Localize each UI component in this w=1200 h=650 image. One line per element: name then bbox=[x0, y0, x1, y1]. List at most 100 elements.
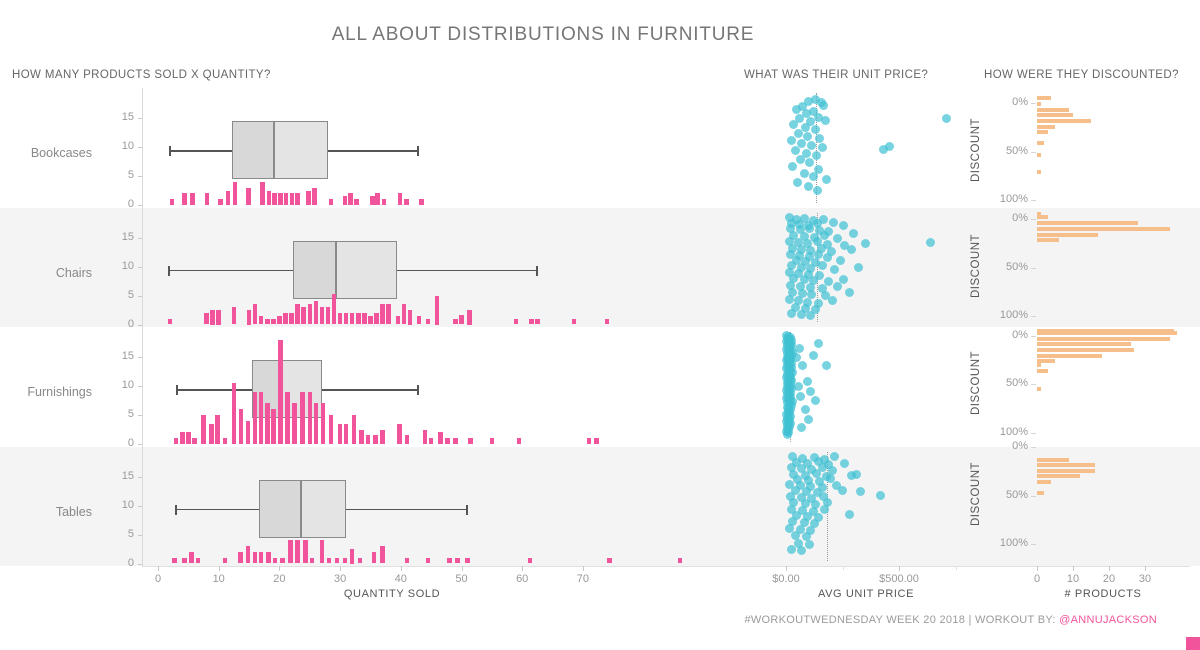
histogram-bar[interactable] bbox=[245, 420, 251, 444]
scatter-point[interactable] bbox=[796, 225, 806, 235]
scatter-point[interactable] bbox=[807, 140, 817, 150]
scatter-point[interactable] bbox=[791, 215, 801, 225]
scatter-point[interactable] bbox=[808, 216, 818, 226]
histogram-bar[interactable] bbox=[359, 429, 364, 444]
scatter-point[interactable] bbox=[806, 246, 816, 256]
histogram-bar[interactable] bbox=[303, 540, 308, 564]
histogram-bar[interactable] bbox=[380, 546, 385, 564]
scatter-point[interactable] bbox=[810, 125, 820, 135]
scatter-point[interactable] bbox=[788, 288, 798, 298]
histogram-bar[interactable] bbox=[238, 409, 244, 444]
discount-bar[interactable] bbox=[1037, 140, 1045, 145]
scatter-point[interactable] bbox=[795, 220, 805, 230]
scatter-point[interactable] bbox=[851, 469, 861, 479]
scatter-point[interactable] bbox=[808, 275, 818, 285]
histogram-bar[interactable] bbox=[319, 540, 325, 564]
histogram-bar[interactable] bbox=[607, 557, 612, 564]
histogram-bar[interactable] bbox=[362, 312, 367, 325]
histogram-bar[interactable] bbox=[357, 557, 363, 564]
histogram-bar[interactable] bbox=[260, 181, 265, 205]
scatter-point[interactable] bbox=[793, 237, 803, 247]
histogram-bar[interactable] bbox=[468, 438, 473, 444]
histogram-bar[interactable] bbox=[313, 301, 319, 325]
scatter-point[interactable] bbox=[797, 464, 807, 474]
scatter-point[interactable] bbox=[806, 481, 816, 491]
histogram-bar[interactable] bbox=[319, 307, 325, 325]
histogram-bar[interactable] bbox=[204, 193, 210, 205]
histogram-bar[interactable] bbox=[182, 557, 187, 564]
histogram-bar[interactable] bbox=[252, 304, 258, 325]
scatter-point[interactable] bbox=[844, 509, 854, 519]
scatter-point[interactable] bbox=[821, 291, 831, 301]
histogram-bar[interactable] bbox=[434, 295, 440, 325]
scatter-point[interactable] bbox=[786, 224, 796, 234]
box-plot-upper-quartile[interactable] bbox=[301, 479, 347, 538]
histogram-bar[interactable] bbox=[331, 294, 337, 325]
scatter-point[interactable] bbox=[790, 302, 800, 312]
histogram-bar[interactable] bbox=[252, 551, 258, 564]
scatter-point[interactable] bbox=[805, 224, 815, 234]
histogram-bar[interactable] bbox=[312, 187, 317, 205]
box-plot-upper-quartile[interactable] bbox=[273, 121, 328, 179]
histogram-bar[interactable] bbox=[428, 438, 434, 444]
histogram-bar[interactable] bbox=[373, 435, 378, 444]
scatter-point[interactable] bbox=[798, 505, 808, 515]
histogram-bar[interactable] bbox=[295, 304, 300, 325]
histogram-bar[interactable] bbox=[419, 199, 424, 205]
histogram-bar[interactable] bbox=[337, 312, 343, 325]
footer-author-handle[interactable]: @ANNUJACKSON bbox=[1059, 614, 1157, 626]
scatter-point[interactable] bbox=[784, 213, 794, 223]
scatter-point[interactable] bbox=[804, 475, 814, 485]
histogram-bar[interactable] bbox=[278, 339, 283, 444]
histogram-bar[interactable] bbox=[370, 196, 375, 205]
scatter-point[interactable] bbox=[816, 243, 826, 253]
discount-bar[interactable] bbox=[1037, 347, 1135, 352]
histogram-bar[interactable] bbox=[397, 423, 402, 444]
scatter-point[interactable] bbox=[787, 463, 797, 473]
histogram-bar[interactable] bbox=[231, 307, 237, 325]
discount-bar[interactable] bbox=[1037, 96, 1052, 100]
scatter-point[interactable] bbox=[823, 239, 833, 249]
histogram-bar[interactable] bbox=[288, 540, 293, 564]
histogram-bar[interactable] bbox=[677, 557, 683, 564]
histogram-bar[interactable] bbox=[258, 315, 264, 325]
box-plot-lower-quartile[interactable] bbox=[232, 121, 274, 179]
scatter-point[interactable] bbox=[788, 516, 798, 526]
scatter-point[interactable] bbox=[804, 96, 814, 106]
histogram-bar[interactable] bbox=[280, 557, 285, 564]
scatter-point[interactable] bbox=[802, 297, 812, 307]
scatter-point[interactable] bbox=[824, 227, 834, 237]
scatter-point[interactable] bbox=[810, 94, 820, 104]
scatter-point[interactable] bbox=[798, 361, 808, 371]
scatter-point[interactable] bbox=[801, 109, 811, 118]
histogram-bar[interactable] bbox=[349, 549, 355, 564]
scatter-point[interactable] bbox=[819, 455, 829, 465]
scatter-point[interactable] bbox=[802, 376, 812, 386]
discount-bar[interactable] bbox=[1037, 386, 1041, 391]
histogram-bar[interactable] bbox=[489, 438, 495, 444]
scatter-point[interactable] bbox=[787, 504, 797, 514]
histogram-bar[interactable] bbox=[371, 551, 377, 564]
histogram-bar[interactable] bbox=[272, 557, 278, 564]
scatter-point[interactable] bbox=[797, 244, 807, 254]
histogram-bar[interactable] bbox=[425, 557, 431, 564]
scatter-point[interactable] bbox=[824, 276, 834, 286]
histogram-bar[interactable] bbox=[356, 312, 361, 325]
scatter-point[interactable] bbox=[805, 539, 815, 549]
scatter-point[interactable] bbox=[786, 281, 796, 291]
histogram-bar[interactable] bbox=[375, 193, 380, 205]
discount-bar[interactable] bbox=[1037, 153, 1041, 158]
scatter-point[interactable] bbox=[822, 174, 832, 184]
histogram-bar[interactable] bbox=[289, 193, 295, 205]
discount-bar[interactable] bbox=[1037, 479, 1052, 484]
histogram-bar[interactable] bbox=[246, 310, 252, 325]
scatter-point[interactable] bbox=[787, 544, 797, 554]
histogram-bar[interactable] bbox=[594, 438, 599, 444]
scatter-point[interactable] bbox=[819, 504, 829, 514]
discount-bar[interactable] bbox=[1037, 473, 1081, 478]
histogram-bar[interactable] bbox=[180, 432, 185, 444]
histogram-bar[interactable] bbox=[265, 318, 270, 325]
scatter-point[interactable] bbox=[813, 186, 823, 196]
scatter-point[interactable] bbox=[812, 151, 821, 161]
histogram-bar[interactable] bbox=[348, 193, 353, 205]
